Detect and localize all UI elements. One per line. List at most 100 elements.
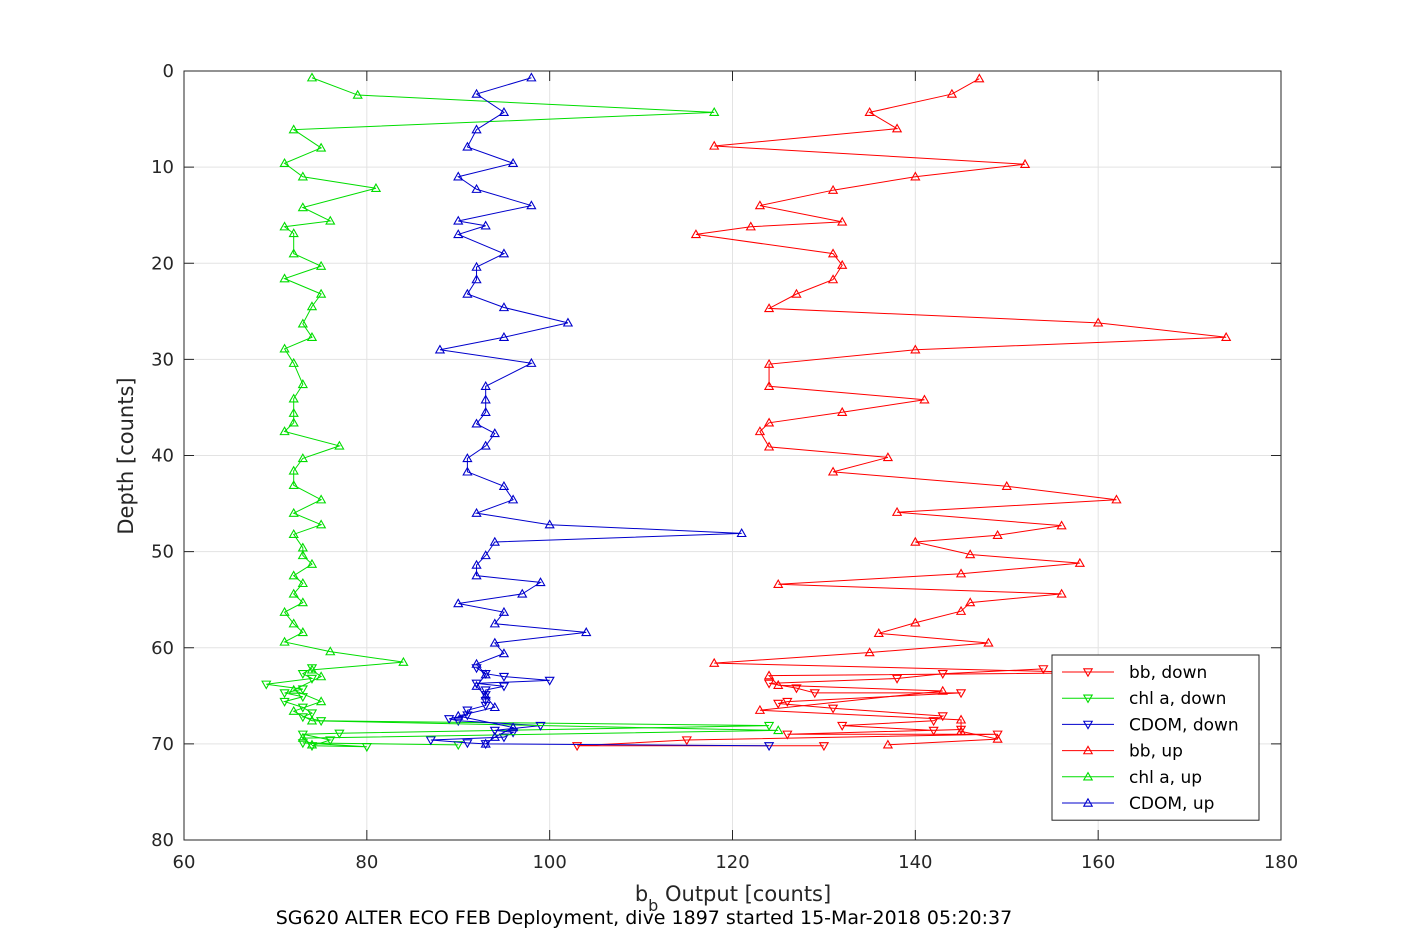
data-point [526,200,537,210]
data-point [279,606,290,616]
data-point [398,656,409,666]
figure-caption: SG620 ALTER ECO FEB Deployment, dive 189… [276,907,1012,929]
data-point [498,606,510,616]
data-point [279,689,290,699]
data-point [882,452,894,462]
data-point [297,550,308,560]
data-point [425,736,436,746]
data-point [489,536,500,546]
data-point [306,715,318,725]
data-point [334,440,345,450]
series-layer [261,72,1232,753]
data-point [288,228,299,238]
legend-swatch-marker [1082,694,1094,704]
data-point [480,220,491,230]
data-point [965,597,976,607]
data-point [773,725,784,735]
data-point [279,636,290,646]
data-point [782,730,793,740]
legend-swatch-marker [1082,720,1094,730]
data-point [498,107,510,117]
data-point [919,394,930,404]
data-point [288,479,299,489]
data-point [480,696,491,706]
data-point [526,72,537,82]
data-point [453,598,464,608]
data-point [498,733,510,743]
x-tick-label: 180 [1264,852,1298,873]
data-point [297,318,308,328]
x-tick-label: 160 [1081,852,1115,873]
x-tick-label: 80 [355,852,378,873]
data-point [709,657,720,667]
data-point [498,648,510,658]
data-point [763,380,775,390]
data-point [891,506,903,516]
legend-box [1051,654,1260,821]
data-point [480,394,491,404]
data-point [279,273,290,283]
legend-entry: chl a, up [1062,768,1202,788]
y-tick-label: 10 [151,157,174,178]
data-point [1074,557,1086,567]
data-point [763,742,775,752]
data-point [334,729,345,739]
data-point [955,605,967,615]
data-point [370,182,382,192]
data-point [480,686,491,696]
data-point [297,379,308,389]
data-point [763,417,775,427]
data-point [544,676,555,686]
data-point [837,406,848,416]
y-tick-label: 50 [151,542,174,563]
data-point [992,529,1003,539]
data-point [453,215,464,225]
data-point [279,426,290,436]
data-point [471,507,482,517]
data-point [471,124,482,134]
series-chl-a-down [261,664,775,753]
data-point [306,674,318,684]
data-point [827,466,839,476]
y-tick-label: 0 [163,61,174,82]
legend-label: bb, up [1129,742,1183,762]
data-point [507,722,519,732]
data-point [288,357,299,367]
data-point [581,627,592,637]
data-point [288,588,299,598]
data-point [325,215,336,225]
legend-swatch-marker [1082,771,1094,781]
data-point [288,417,299,427]
data-point [773,679,784,689]
data-point [261,680,272,690]
data-point [965,549,976,559]
data-point [827,184,839,194]
data-point [471,88,482,98]
legend-entry: chl a, down [1062,689,1226,709]
data-point [837,216,848,226]
data-point [288,507,299,517]
y-tick-label: 70 [151,734,174,755]
data-point [471,418,482,428]
x-tick-label: 60 [173,852,196,873]
data-point [297,171,308,181]
data-point [325,646,336,656]
x-tick-label: 100 [532,852,566,873]
data-point [471,570,482,580]
data-point [306,72,318,82]
data-point [279,157,290,167]
data-point [471,559,482,569]
data-point [864,647,875,657]
legend-label: chl a, up [1129,768,1202,788]
data-point [471,183,482,193]
data-point [297,627,308,637]
data-point [773,699,784,709]
data-point [498,331,510,341]
data-point [471,680,482,690]
y-tick-label: 80 [151,830,174,851]
data-point [526,357,537,367]
data-point [864,107,875,117]
data-point [315,696,327,706]
series-line [430,667,770,747]
